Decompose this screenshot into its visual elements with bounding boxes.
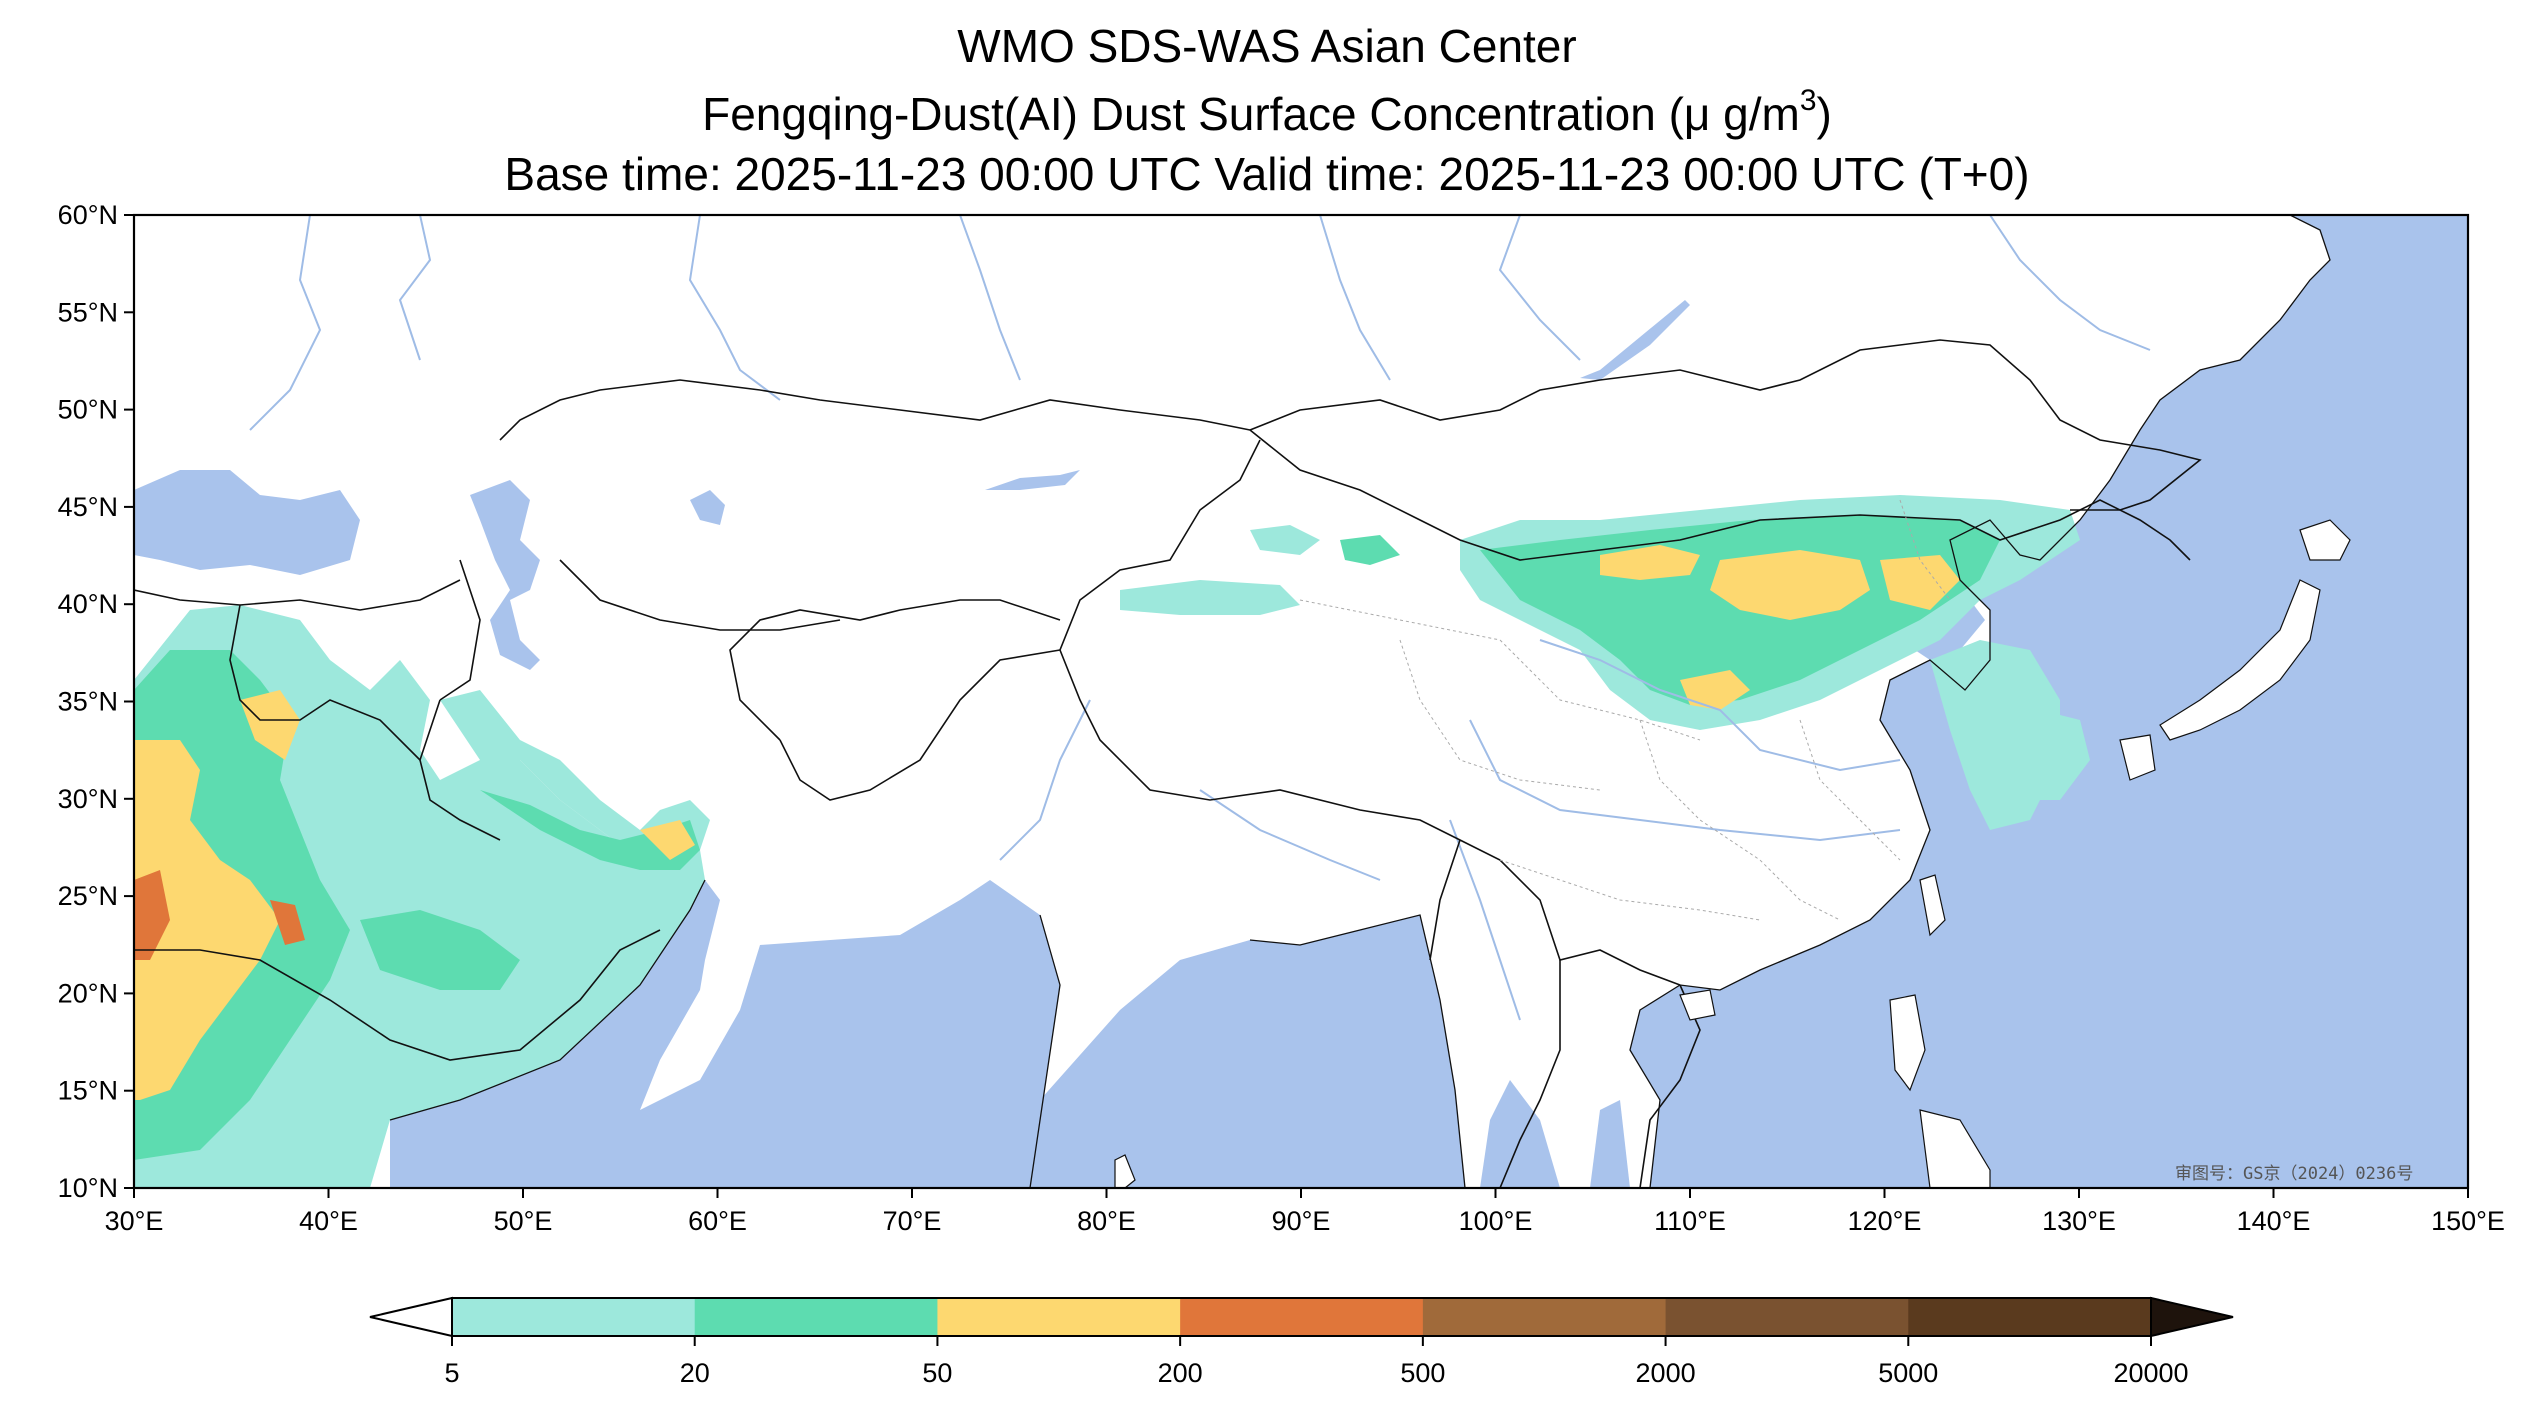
lat-tick-label: 10°N [58,1173,118,1203]
lon-tick-label: 80°E [1077,1206,1136,1236]
lat-tick-label: 35°N [58,687,118,717]
lake-baikal [1580,300,1690,380]
title-line-2-main: Fengqing-Dust(AI) Dust Surface Concentra… [702,88,1800,140]
colorbar-tick-label: 5 [444,1358,459,1388]
colorbar-tick-label: 500 [1400,1358,1445,1388]
lat-tick-label: 25°N [58,881,118,911]
dust-region-dzungaria-low [1250,525,1320,555]
lon-tick-label: 50°E [494,1206,553,1236]
taiwan [1919,874,1946,937]
arabian-sea [390,880,1060,1188]
title-line-1: WMO SDS-WAS Asian Center [957,20,1577,72]
lat-tick-label: 55°N [58,297,118,327]
philippines-south [1919,1109,1991,1188]
japan-hokkaido [2299,519,2351,561]
colorbar-tick-label: 20 [680,1358,710,1388]
dust-region-gobi-high-1 [1600,545,1700,580]
bay-of-bengal [1030,915,1465,1188]
lat-tick-label: 50°N [58,395,118,425]
lat-tick-label: 15°N [58,1076,118,1106]
lon-tick-label: 30°E [105,1206,164,1236]
colorbar-segment [1180,1298,1424,1336]
colorbar-segment [1908,1298,2152,1336]
colorbar-segment [452,1298,696,1336]
gulf-of-thailand [1590,1100,1630,1188]
aral-sea [690,490,725,525]
colorbar-segment [1422,1298,1667,1336]
dust-region-gulf-high [640,820,695,860]
dust-region-tarim-low [1120,580,1300,615]
colorbar-segment [694,1298,938,1336]
country-borders [134,339,2202,1188]
title-line-2: Fengqing-Dust(AI) Dust Surface Concentra… [0,86,2534,141]
colorbar-tick-label: 2000 [1636,1358,1696,1388]
rivers [249,215,2151,1021]
andaman-sea [1480,1080,1560,1188]
colorbar-tick-label: 200 [1158,1358,1203,1388]
lon-tick-label: 120°E [1848,1206,1922,1236]
colorbar-tick-label: 50 [922,1358,952,1388]
province-borders [1299,499,1951,921]
dust-contours [134,495,2090,1188]
dust-region-arabia-high [134,740,280,1100]
japan-honshu [2159,579,2321,741]
lon-tick-label: 130°E [2042,1206,2116,1236]
lon-tick-label: 110°E [1654,1206,1726,1236]
lon-tick-label: 60°E [688,1206,747,1236]
colorbar: 5 20 50 200 500 2000 5000 20000 [369,1296,2234,1388]
dust-region-arabia-peak [134,870,170,960]
lon-tick-label: 40°E [299,1206,358,1236]
longitude-axis: 30°E 40°E 50°E 60°E 70°E 80°E 90°E 100°E 110°E 12… [105,1188,2505,1236]
lat-tick-label: 45°N [58,492,118,522]
colorbar-frame [451,1297,2152,1337]
lon-tick-label: 90°E [1272,1206,1331,1236]
coastlines [389,215,2331,1188]
dust-region-saudi-peak [270,900,305,945]
colorbar-segment [1665,1298,1909,1336]
islands [1114,519,2351,1188]
black-sea [134,470,360,575]
colorbar-extend-low [369,1296,453,1338]
dust-region-mongolia-west-mid [1340,535,1400,565]
title-line-3: Base time: 2025-11-23 00:00 UTC Valid ti… [504,148,2030,200]
lat-tick-label: 30°N [58,784,118,814]
colorbar-segment [937,1298,1181,1336]
caspian-sea [470,480,540,670]
map-approval-watermark: 审图号：GS京（2024）0236号 [2175,1164,2414,1184]
philippines-luzon [1889,994,1926,1092]
lat-tick-label: 40°N [58,589,118,619]
colorbar-extend-high [2150,1296,2234,1338]
lon-tick-label: 150°E [2431,1206,2505,1236]
dust-region-gobi-high-3 [1880,555,1960,610]
sri-lanka [1114,1154,1136,1188]
title-superscript: 3 [1799,84,1817,117]
dust-region-gobi-high-2 [1710,550,1870,620]
dust-region-loess-high [1680,670,1750,710]
lake-balkhash [985,470,1080,490]
title-line-2-end: ) [1816,88,1832,140]
dust-region-iran-low [440,690,710,850]
latitude-axis: 10°N 15°N 20°N 25°N 30°N 35°N 40°N 45°N 50°N 55°N… [58,200,134,1203]
dust-region-iraq-high [240,690,300,760]
lat-tick-label: 60°N [58,200,118,230]
dust-region-saudi-mid [360,910,520,990]
lon-tick-label: 100°E [1459,1206,1533,1236]
lon-tick-label: 70°E [883,1206,942,1236]
lon-tick-label: 140°E [2237,1206,2311,1236]
sea-of-japan [2180,450,2300,660]
hainan [1679,989,1716,1021]
lat-tick-label: 20°N [58,978,118,1008]
dust-region-gulf-mid [480,790,700,870]
colorbar-tick-label: 5000 [1878,1358,1938,1388]
colorbar-tick-label: 20000 [2113,1358,2188,1388]
map-layers [134,215,2468,1188]
dust-region-japan-sea-low [2000,700,2090,800]
japan-kyushu [2119,734,2156,781]
